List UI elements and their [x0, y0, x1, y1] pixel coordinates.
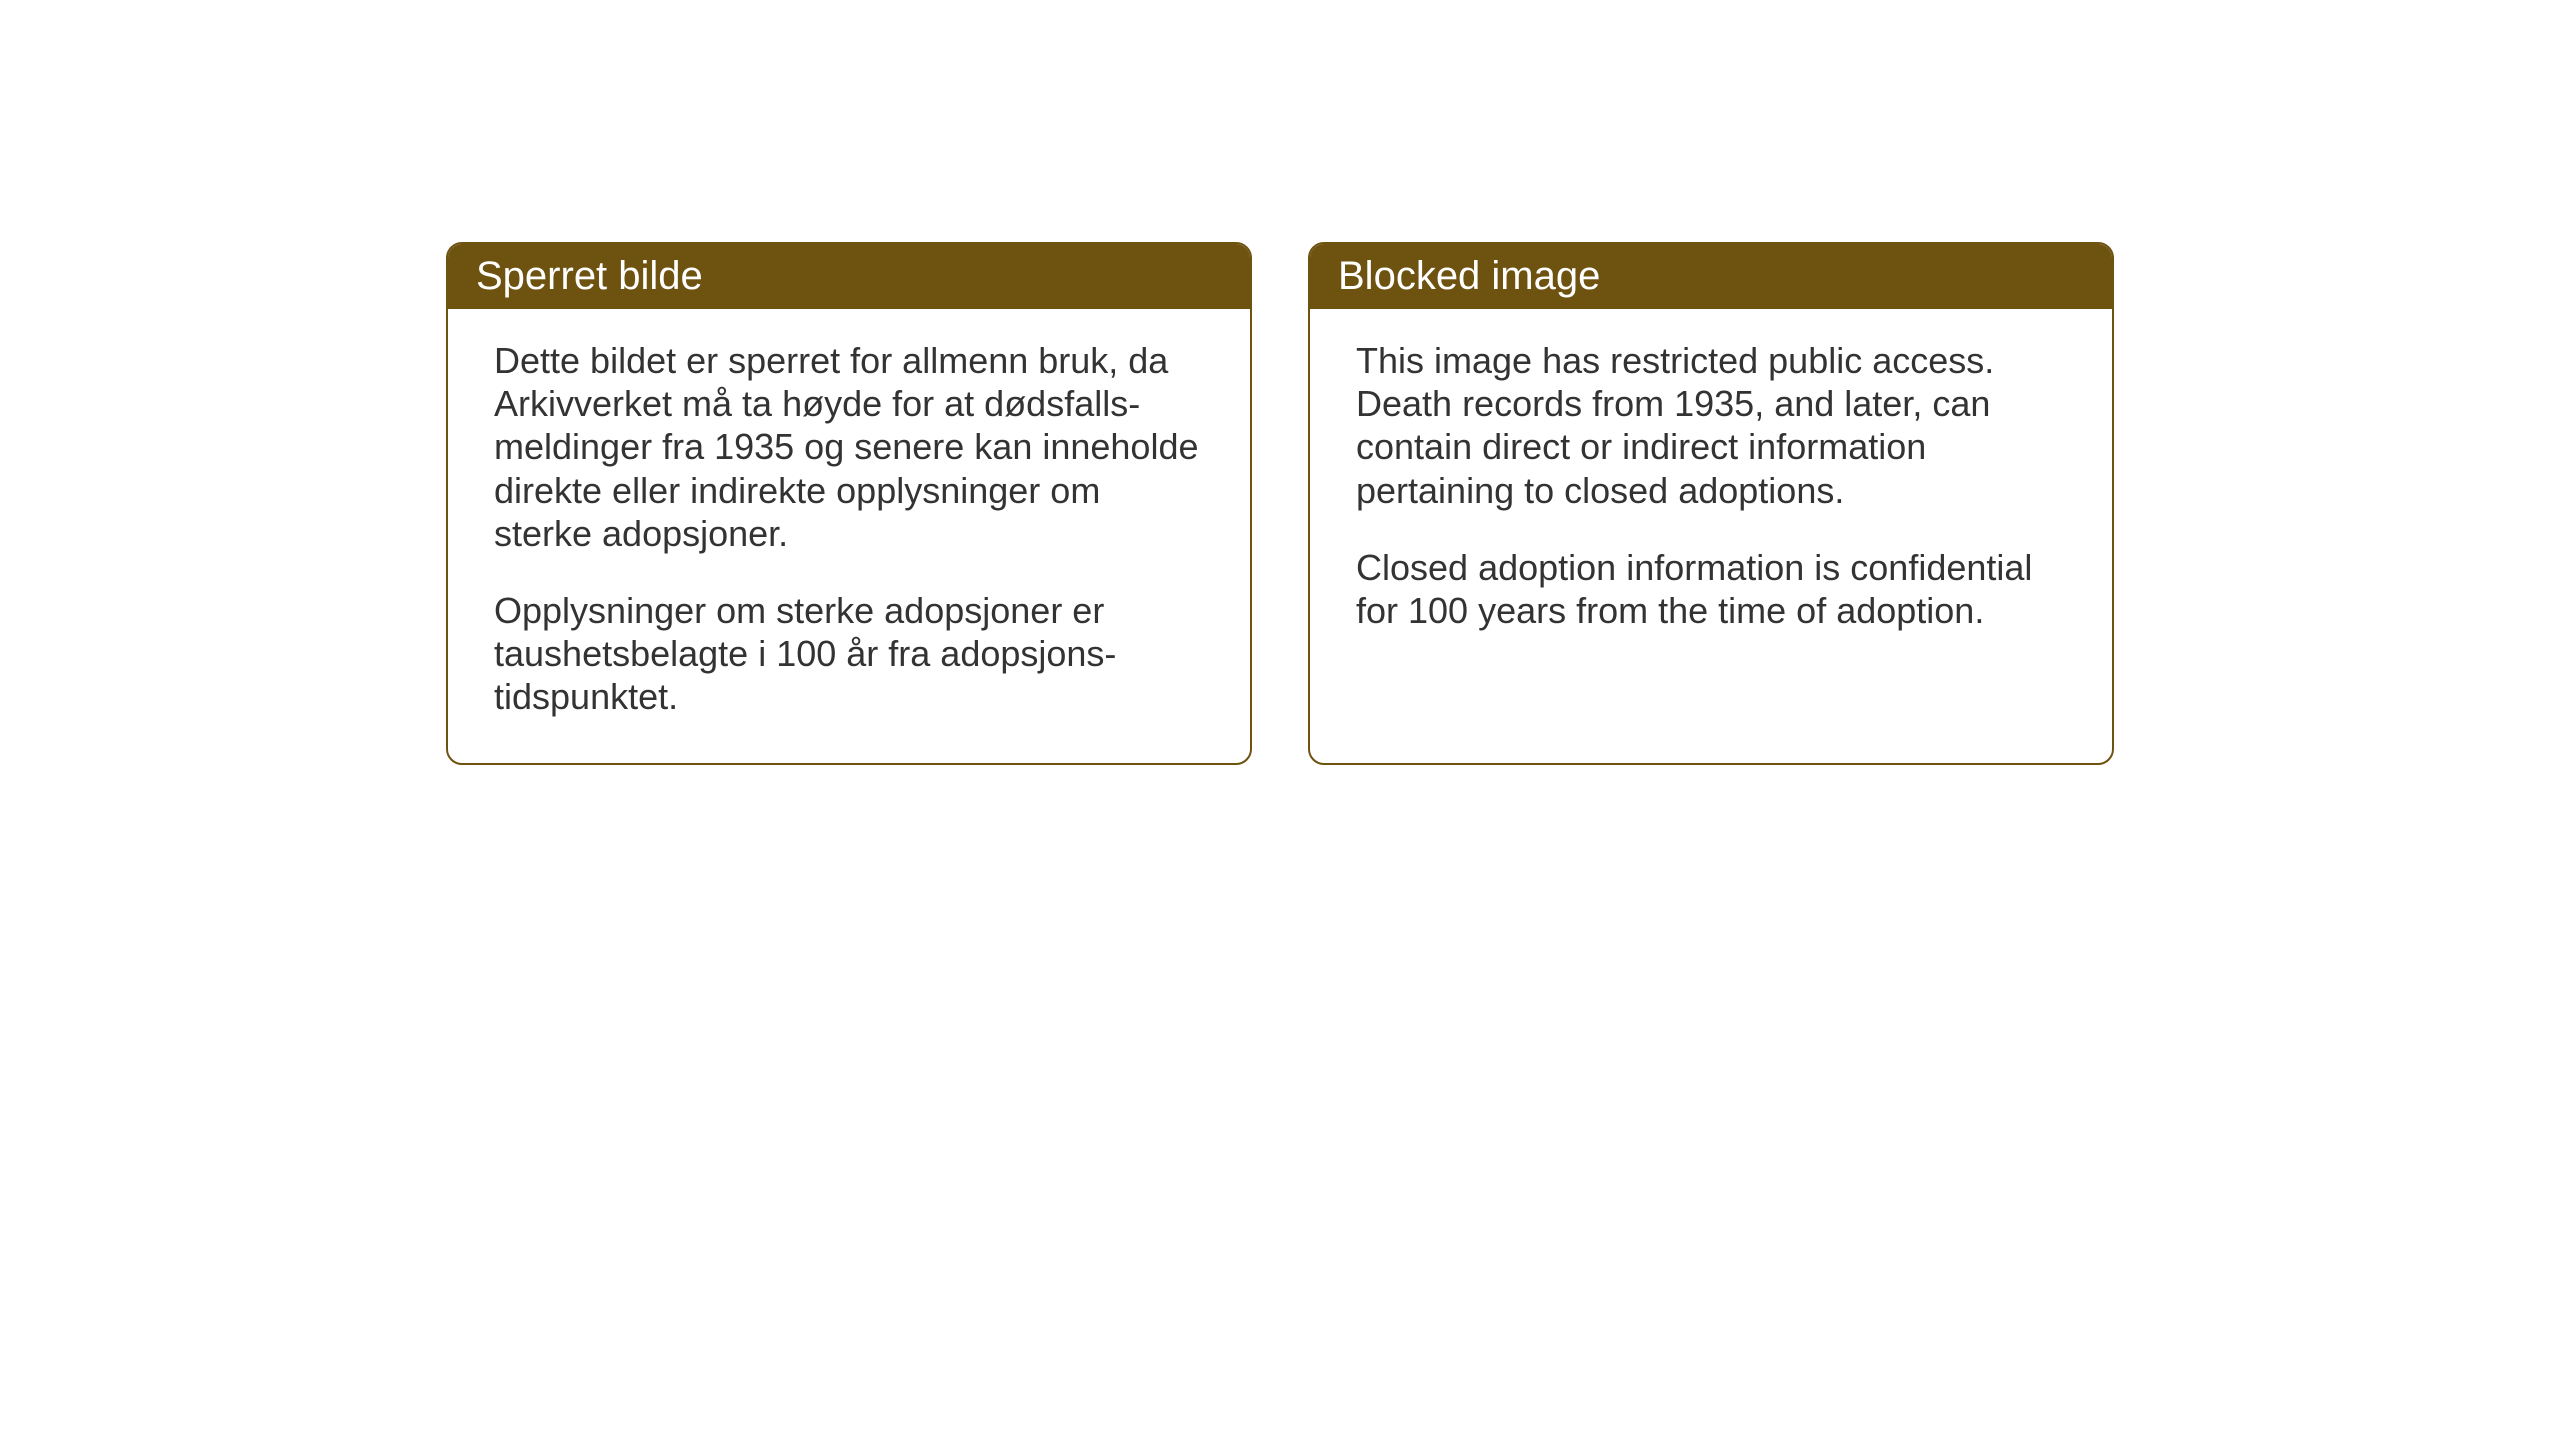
norwegian-card-title: Sperret bilde [476, 254, 703, 298]
norwegian-notice-card: Sperret bilde Dette bildet er sperret fo… [446, 242, 1252, 765]
norwegian-paragraph-1: Dette bildet er sperret for allmenn bruk… [494, 339, 1204, 555]
english-card-header: Blocked image [1310, 244, 2112, 309]
norwegian-paragraph-2: Opplysninger om sterke adopsjoner er tau… [494, 589, 1204, 719]
english-card-title: Blocked image [1338, 254, 1600, 298]
norwegian-card-body: Dette bildet er sperret for allmenn bruk… [448, 309, 1250, 763]
notice-container: Sperret bilde Dette bildet er sperret fo… [446, 242, 2114, 765]
english-card-body: This image has restricted public access.… [1310, 309, 2112, 676]
english-paragraph-1: This image has restricted public access.… [1356, 339, 2066, 512]
english-notice-card: Blocked image This image has restricted … [1308, 242, 2114, 765]
english-paragraph-2: Closed adoption information is confident… [1356, 546, 2066, 632]
norwegian-card-header: Sperret bilde [448, 244, 1250, 309]
